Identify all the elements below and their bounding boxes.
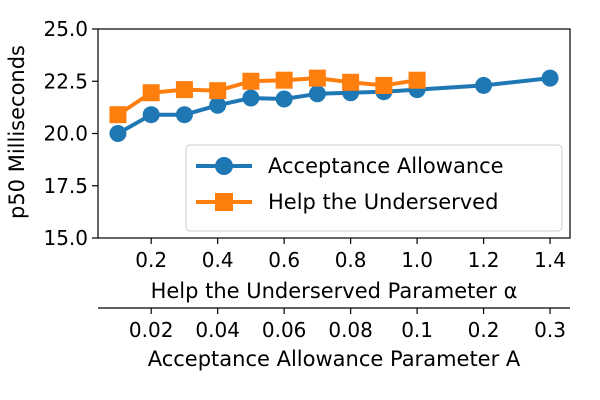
data-point [242,89,260,107]
x-tick-label: 1.4 [534,248,566,272]
y-tick-label: 25.0 [43,17,88,41]
data-point [475,76,493,94]
data-point [308,69,326,87]
x2-tick-label: 0.2 [468,318,500,342]
legend-label: Help the Underserved [268,190,498,214]
legend-marker-circle [215,157,233,175]
legend-frame [185,144,563,232]
data-point [342,73,360,91]
legend-marker-square [215,193,233,211]
data-point [109,125,127,142]
data-point [209,96,227,114]
legend-entry-help-the-underserved: Help the Underserved [196,190,498,214]
data-point [275,71,293,89]
y-tick-label: 15.0 [43,226,88,250]
data-point [109,106,127,124]
data-point [408,71,426,89]
legend-entry-acceptance-allowance: Acceptance Allowance [196,154,504,178]
x-axis-primary: 0.2 0.4 0.6 0.8 1.0 1.2 1.4 [135,238,566,272]
x-axis-label-primary: Help the Underserved Parameter α [151,279,518,303]
data-point [308,85,326,103]
y-tick-label: 17.5 [43,174,88,198]
data-point [209,82,227,100]
x-tick-label: 0.8 [335,248,367,272]
x2-tick-label: 0.06 [262,318,307,342]
x-axis-label-primary-text: Help the Underserved Parameter α [151,279,518,303]
x-tick-label: 1.0 [401,248,433,272]
x-tick-label: 1.2 [468,248,500,272]
series-line [116,76,418,117]
y-tick-label: 22.5 [43,69,88,93]
x-tick-label: 0.2 [135,248,167,272]
legend: Acceptance Allowance Help the Underserve… [185,144,563,232]
y-tick-label: 20.0 [43,122,88,146]
data-point [142,84,160,102]
x2-tick-label: 0.04 [195,318,240,342]
x-axis-label-secondary: Acceptance Allowance Parameter A [148,347,521,371]
data-point [541,69,559,87]
x2-tick-label: 0.1 [401,318,433,342]
data-point [175,106,193,124]
data-point [175,81,193,99]
x-tick-label: 0.4 [202,248,234,272]
x-axis-secondary: 0.02 0.04 0.06 0.08 0.1 0.2 0.3 [98,307,570,342]
y-axis: 15.0 17.5 20.0 22.5 25.0 [43,17,98,250]
y-axis-label: p50 Milliseconds [5,45,29,219]
data-point [242,72,260,90]
x2-tick-label: 0.3 [534,318,566,342]
series-layer [109,69,559,142]
legend-label: Acceptance Allowance [268,154,504,178]
data-point [142,106,160,124]
x-tick-label: 0.6 [268,248,300,272]
series-help-the-underserved [109,69,426,124]
x2-tick-label: 0.02 [129,318,174,342]
x-axis-label-secondary-text: Acceptance Allowance Parameter A [148,347,521,371]
x2-tick-label: 0.08 [328,318,373,342]
data-point [275,90,293,108]
data-point [375,76,393,94]
